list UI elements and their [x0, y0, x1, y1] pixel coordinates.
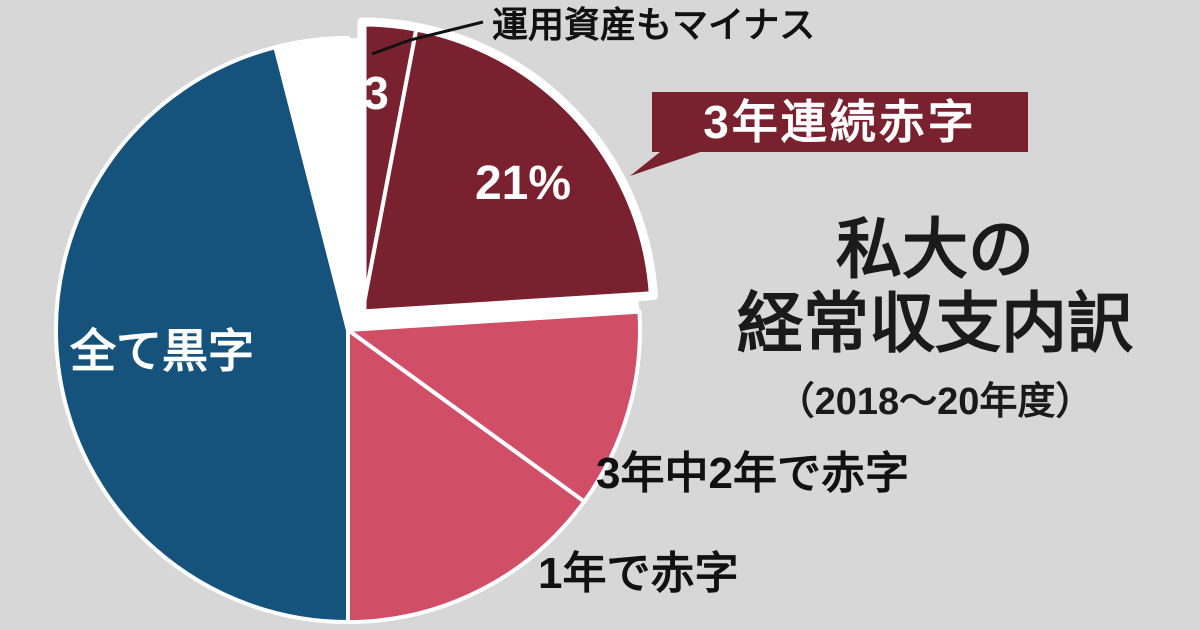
slice-label-deficit-1yr: 1年で赤字	[538, 549, 739, 598]
deficit-badge: 3年連続赤字	[652, 92, 1028, 152]
pie-slice-blank	[273, 36, 350, 332]
slice-label-all-surplus: 全て黒字	[70, 325, 254, 377]
pie-slice-all-surplus	[54, 45, 350, 624]
slice-label-deficit-2of3: 3年中2年で赤字	[596, 449, 909, 498]
slice-value-maroon: 21%	[474, 157, 572, 210]
pie-slice-deficit-1yr	[346, 328, 587, 624]
callout-leader-line	[371, 20, 484, 56]
pie-slice-deficit-2of3	[346, 309, 642, 504]
page-title-line-2: 経常収支内訳	[737, 286, 1133, 360]
slice-value-sliver: 3	[363, 67, 389, 119]
callout-label: 運用資産もマイナス	[492, 4, 816, 45]
page-title-line-1: 私大の	[836, 212, 1034, 286]
title-block: 私大の 経常収支内訳 （2018〜20年度）	[690, 212, 1180, 425]
title-period: （2018〜20年度）	[776, 381, 1094, 423]
badge-pointer-tail	[630, 148, 712, 176]
exploded-group-outline	[357, 17, 658, 319]
